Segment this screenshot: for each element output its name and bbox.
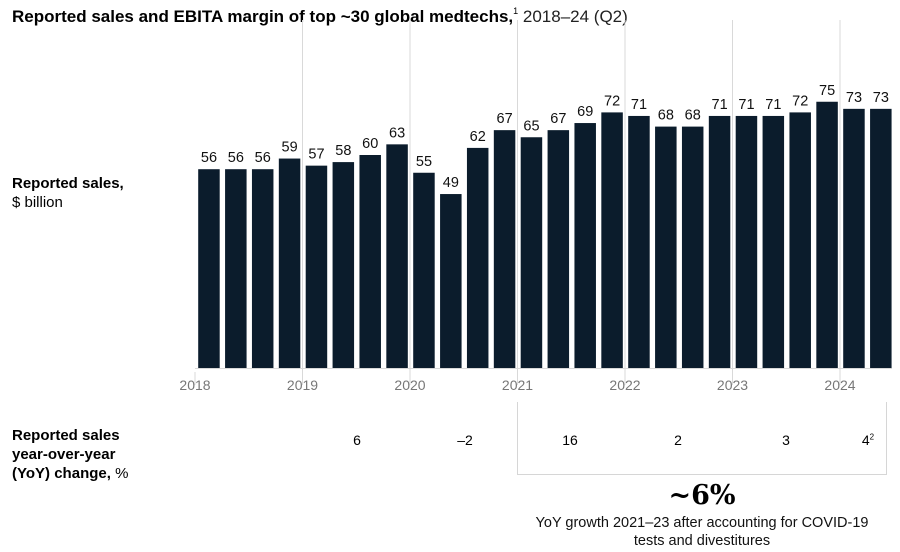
bar-value-label: 59 (282, 140, 298, 156)
bar-value-label: 63 (389, 125, 405, 141)
bar (601, 112, 623, 369)
bar-value-label: 56 (255, 150, 271, 166)
x-tick-label: 2022 (609, 377, 640, 393)
yoy-label-line2: year-over-year (12, 446, 116, 463)
title-footnote: 1 (513, 6, 519, 16)
sales-label: Reported sales, (12, 175, 124, 192)
yoy-row-label: Reported sales year-over-year (YoY) chan… (12, 426, 128, 483)
bar (628, 115, 650, 368)
yoy-label-line1: Reported sales (12, 427, 120, 444)
bar (547, 130, 570, 368)
bar-value-label: 60 (362, 136, 378, 152)
yoy-value-2024: 42 (861, 432, 875, 448)
bar (251, 169, 274, 368)
bar (735, 115, 758, 368)
bar (359, 155, 381, 368)
bar (198, 169, 220, 368)
callout-value: ~6% (668, 480, 736, 511)
bar (493, 130, 516, 368)
yoy-value-2022: 2 (674, 432, 682, 448)
bar (332, 162, 355, 368)
bar (655, 126, 677, 368)
bar-value-label: 67 (550, 111, 566, 127)
bar (816, 101, 838, 368)
bar-value-label: 73 (873, 90, 889, 106)
x-tick-label: 2020 (394, 377, 425, 393)
bar (386, 144, 408, 368)
bar-value-label: 62 (470, 129, 486, 145)
sales-bar-chart: 2018 2019 2020 2021 2022 2023 2024 56 56 56 59 57 58… (179, 20, 892, 393)
bar (762, 115, 785, 368)
callout-text: YoY growth 2021–23 after accounting for … (535, 515, 869, 549)
bar-value-label: 73 (846, 90, 862, 106)
bar (574, 123, 596, 368)
bar-value-label: 56 (228, 150, 244, 166)
bar-value-label: 71 (738, 97, 754, 113)
yoy-label-line3: (YoY) change, (12, 465, 111, 482)
x-tick-label: 2023 (717, 377, 748, 393)
bar-value-label: 68 (658, 108, 674, 124)
yoy-footnote: 2 (869, 432, 875, 442)
bar-value-label: 71 (631, 97, 647, 113)
yoy-value-2020: –2 (457, 432, 473, 448)
bar (843, 108, 865, 368)
yoy-value-2019: 6 (353, 432, 361, 448)
sales-unit: $ billion (12, 194, 63, 211)
bar (520, 137, 543, 368)
bar (466, 147, 489, 368)
bar (278, 158, 301, 368)
bar (413, 172, 435, 368)
bar-value-label: 72 (604, 93, 620, 109)
x-tick-label: 2019 (287, 377, 318, 393)
bar (870, 108, 892, 368)
yoy-unit: % (115, 465, 129, 482)
bar (440, 194, 462, 368)
yoy-value-2021: 16 (562, 432, 578, 448)
title-main: Reported sales and EBITA margin of top ~… (12, 7, 514, 26)
bar-value-label: 65 (523, 118, 539, 134)
bar-value-label: 58 (335, 143, 351, 159)
bar-value-label: 72 (792, 93, 808, 109)
bar (305, 165, 328, 368)
bar-value-label: 71 (765, 97, 781, 113)
bar-value-label: 71 (712, 97, 728, 113)
sales-row-label: Reported sales, $ billion (12, 174, 124, 212)
chart-title: Reported sales and EBITA margin of top ~… (12, 6, 628, 27)
bar-value-label: 68 (685, 108, 701, 124)
bar-value-label: 56 (201, 150, 217, 166)
bar-value-label: 49 (443, 175, 459, 191)
x-tick-label: 2021 (502, 377, 533, 393)
bar (708, 115, 731, 368)
bar-value-label: 55 (416, 154, 432, 170)
yoy-bracket (517, 402, 887, 475)
bar-value-label: 57 (308, 147, 324, 163)
yoy-value-2023: 3 (782, 432, 790, 448)
x-tick-label: 2018 (179, 377, 210, 393)
bar (789, 112, 811, 369)
bar-value-label: 67 (497, 111, 513, 127)
bar (225, 169, 247, 368)
bar-value-label: 69 (577, 104, 593, 120)
bar-value-label: 75 (819, 83, 835, 99)
bar (681, 126, 704, 368)
x-tick-label: 2024 (824, 377, 855, 393)
title-subtitle: 2018–24 (Q2) (522, 7, 628, 26)
